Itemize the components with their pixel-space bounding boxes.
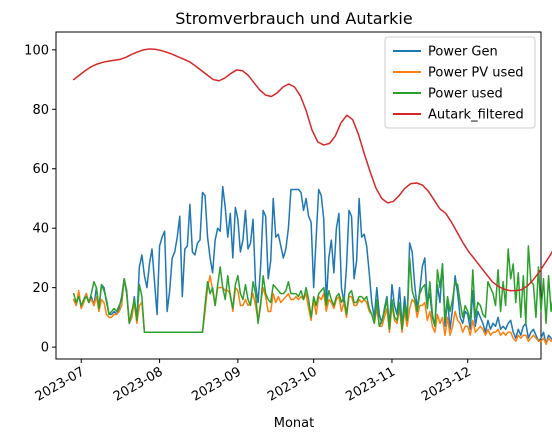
y-tick-label: 40: [32, 222, 49, 237]
plot-area: [55, 31, 542, 360]
series-line-power-used: [72, 245, 552, 333]
x-tick-label: 2023-10: [265, 364, 320, 404]
chart-title: Stromverbrauch und Autarkie: [175, 9, 412, 28]
x-axis-label: Monat: [274, 416, 314, 431]
y-tick-label: 0: [41, 341, 49, 356]
series-line-autark-filtered: [72, 48, 552, 292]
series-layer: [72, 48, 552, 345]
x-tick-label: 2023-11: [343, 364, 398, 404]
series-line-power-gen: [72, 185, 552, 345]
legend-label: Power PV used: [428, 66, 524, 81]
y-axis: 0 20 40 60 80 100: [24, 43, 56, 356]
legend-frame: [384, 36, 536, 129]
x-tick-label: 2023-08: [111, 364, 166, 404]
x-axis: 2023-07 2023-08 2023-09 2023-10 2023-11 2023-…: [33, 359, 474, 405]
x-tick-label: 2023-12: [419, 364, 474, 404]
y-tick-label: 20: [32, 281, 49, 296]
y-tick-label: 80: [32, 103, 49, 118]
legend-label: Autark_filtered: [428, 108, 524, 123]
plot-frame: [55, 31, 542, 360]
legend-label: Power used: [428, 87, 503, 102]
legend: Power Gen Power PV used Power used Autark_f…: [384, 36, 536, 129]
y-tick-label: 100: [24, 43, 49, 58]
x-tick-label: 2023-09: [189, 364, 244, 404]
y-tick-label: 60: [32, 162, 49, 177]
series-line-power-pv-used: [72, 275, 552, 345]
x-tick-label: 2023-07: [33, 364, 88, 404]
legend-label: Power Gen: [428, 45, 498, 60]
